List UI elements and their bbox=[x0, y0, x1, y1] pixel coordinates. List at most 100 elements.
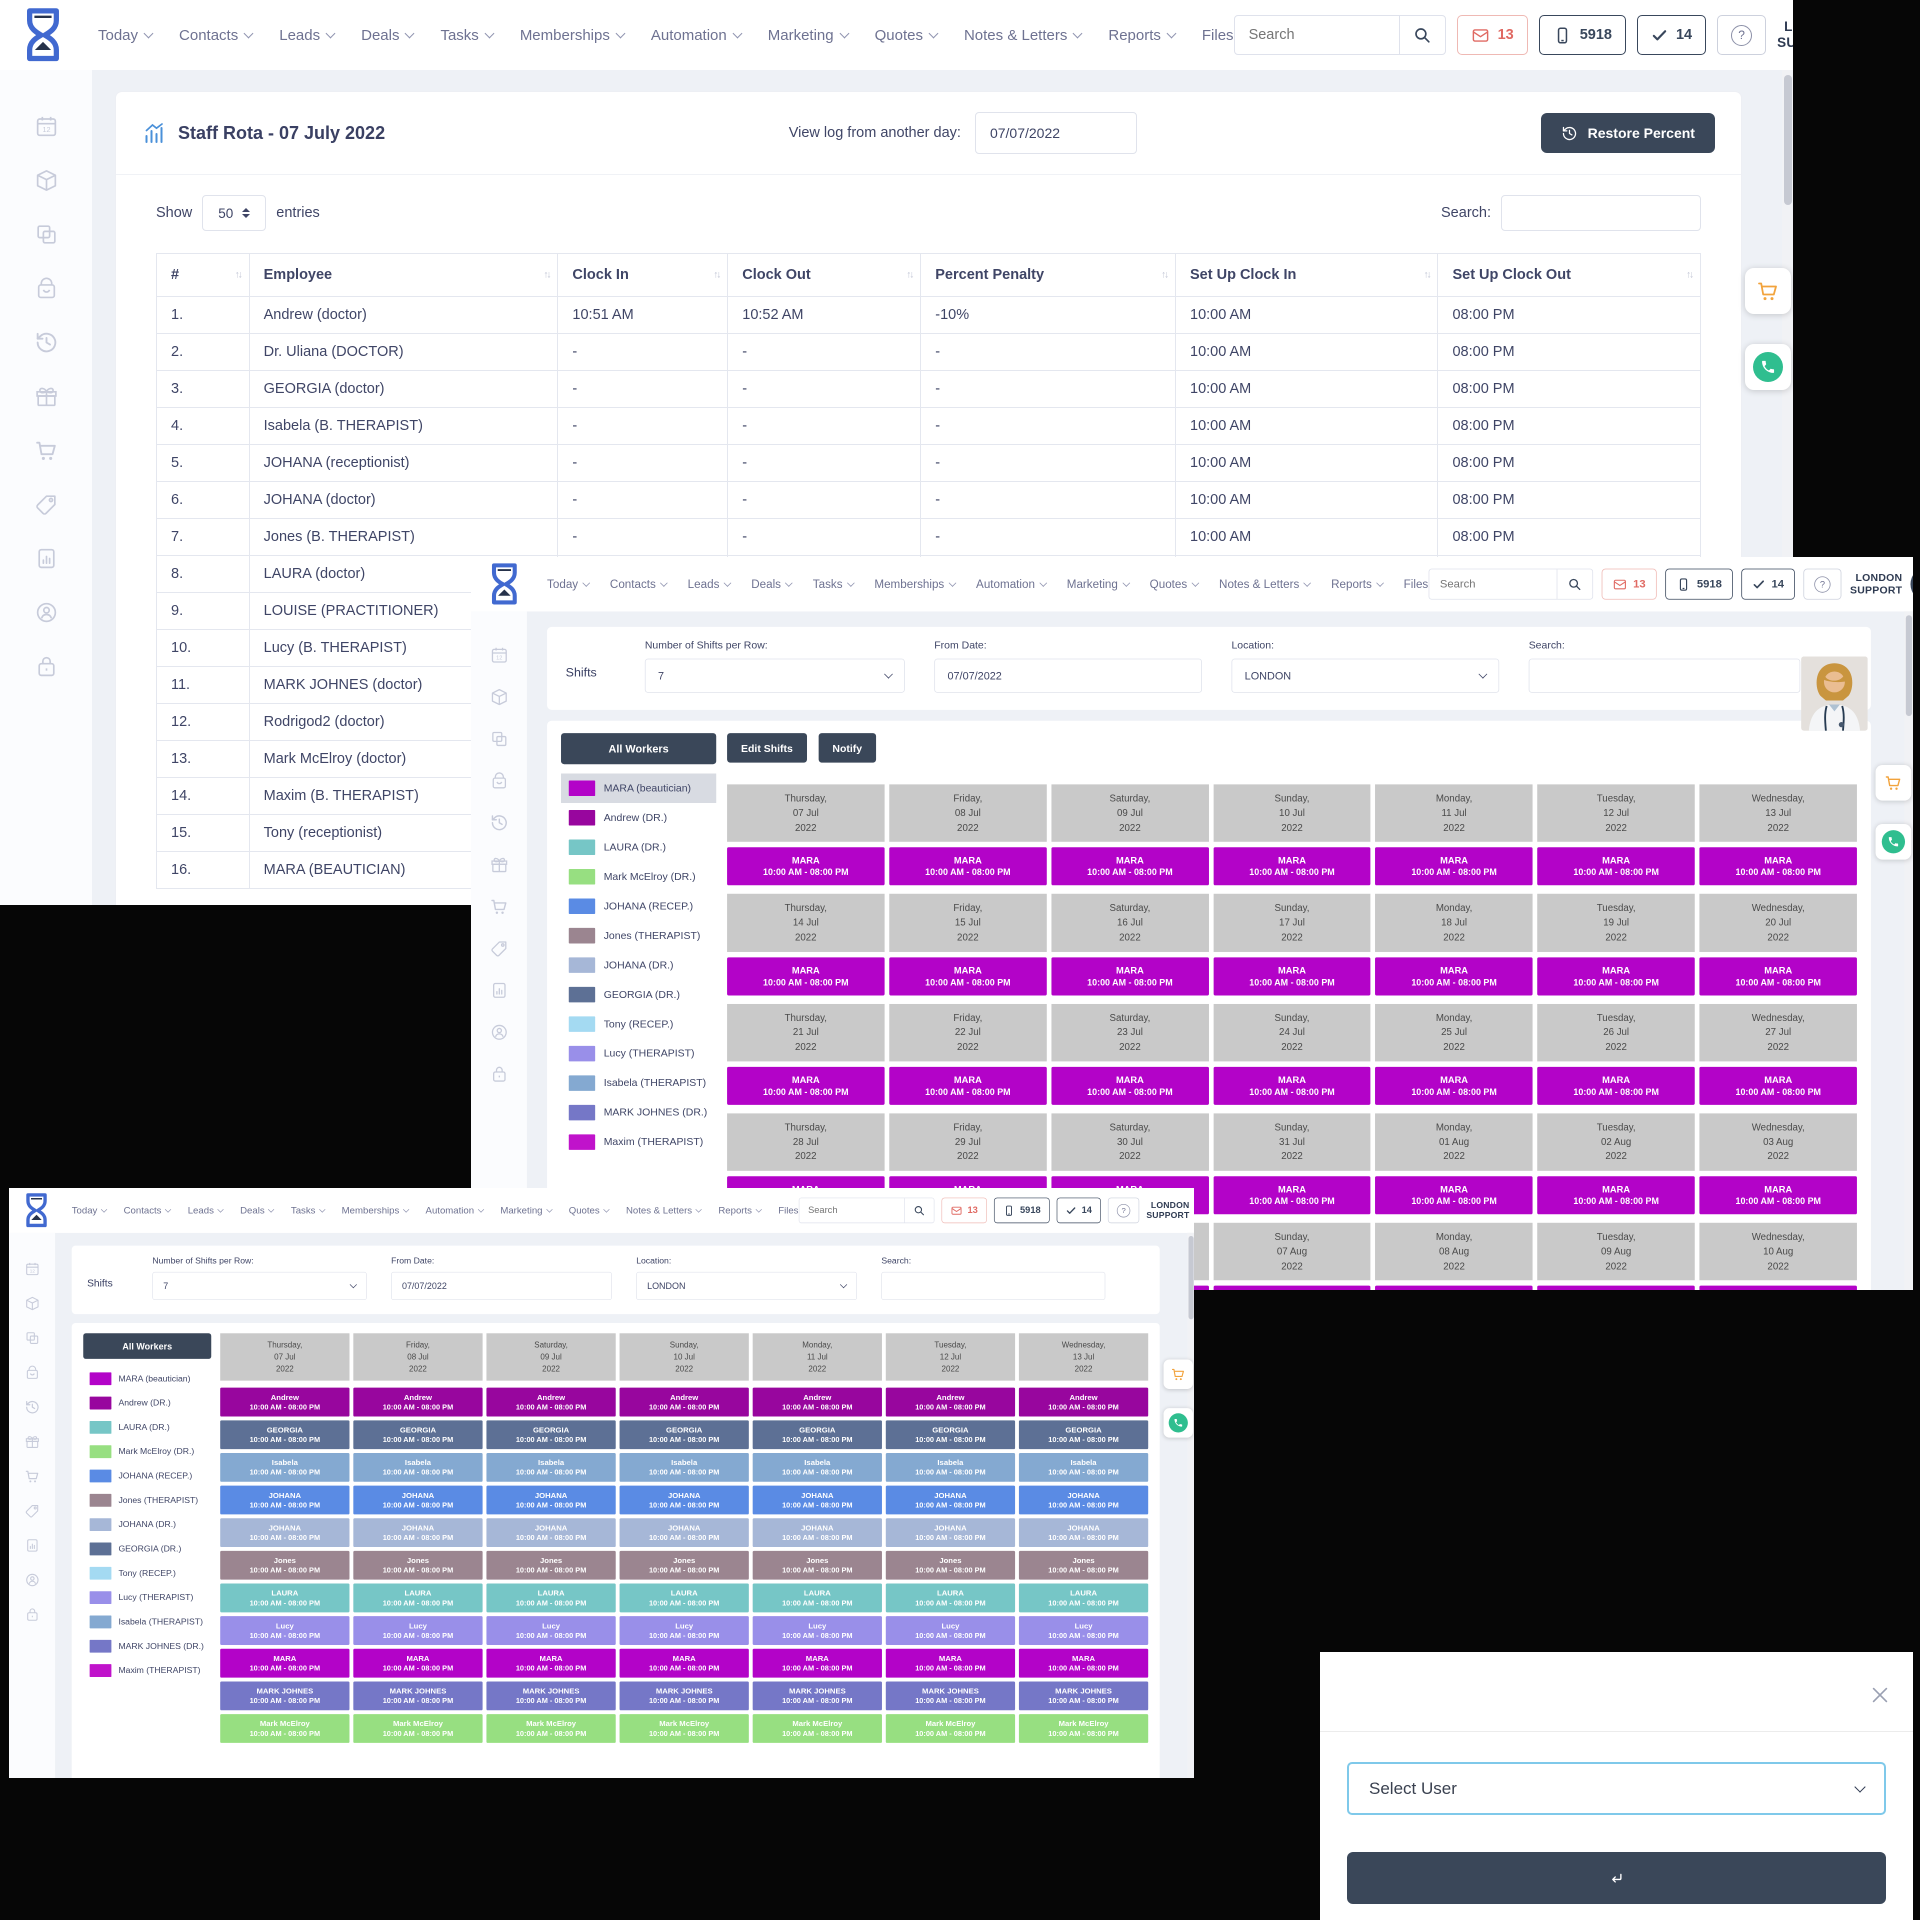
calendar-icon[interactable] bbox=[34, 114, 59, 139]
nav-menu-item[interactable]: Contacts bbox=[179, 27, 254, 44]
shift-block[interactable]: MARA 10:00 AM - 08:00 PM bbox=[1375, 1176, 1533, 1215]
nav-menu-item[interactable]: Tasks bbox=[291, 1205, 326, 1216]
lock-icon[interactable] bbox=[34, 654, 59, 679]
shift-block[interactable]: MARA 10:00 AM - 08:00 PM bbox=[1537, 847, 1695, 886]
all-workers-button[interactable]: All Workers bbox=[83, 1333, 212, 1359]
shift-block[interactable]: MARA 10:00 AM - 08:00 PM bbox=[353, 1648, 483, 1678]
location-select[interactable]: LONDON bbox=[636, 1271, 857, 1300]
nav-menu-item[interactable]: Contacts bbox=[124, 1205, 172, 1216]
phone-badge[interactable]: 5918 bbox=[1538, 15, 1626, 55]
shift-block[interactable]: MARA 10:00 AM - 08:00 PM bbox=[619, 1648, 749, 1678]
nav-menu-item[interactable]: Automation bbox=[651, 27, 743, 44]
shift-block[interactable]: Isabela 10:00 AM - 08:00 PM bbox=[486, 1453, 616, 1482]
col-clock-out[interactable]: Clock Out ↑↓ bbox=[727, 253, 922, 297]
shift-block[interactable]: MARA 10:00 AM - 08:00 PM bbox=[220, 1648, 350, 1678]
nav-menu-item[interactable]: Reports bbox=[718, 1205, 762, 1216]
nav-menu-item[interactable]: Today bbox=[72, 1205, 108, 1216]
nav-menu-item[interactable]: Marketing bbox=[500, 1205, 553, 1216]
shift-block[interactable]: GEORGIA 10:00 AM - 08:00 PM bbox=[353, 1420, 483, 1450]
shift-block[interactable]: MARA 10:00 AM - 08:00 PM bbox=[752, 1648, 882, 1678]
shift-block[interactable]: MARA 10:00 AM - 08:00 PM bbox=[1699, 847, 1857, 886]
nav-menu-item[interactable]: Quotes bbox=[1150, 578, 1200, 591]
nav-menu-item[interactable]: Leads bbox=[279, 27, 336, 44]
legend-item[interactable]: Isabela (THERAPIST) bbox=[561, 1068, 716, 1097]
nav-menu-item[interactable]: Automation bbox=[426, 1205, 484, 1216]
shift-block[interactable]: MARA 10:00 AM - 08:00 PM bbox=[1375, 847, 1533, 886]
nav-menu-item[interactable]: Marketing bbox=[768, 27, 850, 44]
tasks-badge[interactable]: 14 bbox=[1636, 15, 1707, 55]
shift-block[interactable]: MARA 10:00 AM - 08:00 PM bbox=[1375, 957, 1533, 996]
nav-menu-item[interactable]: Today bbox=[98, 27, 154, 44]
nav-menu-item[interactable]: Leads bbox=[188, 1205, 224, 1216]
shift-block[interactable]: MARA 10:00 AM - 08:00 PM bbox=[1051, 847, 1209, 886]
shift-block[interactable]: JOHANA 10:00 AM - 08:00 PM bbox=[619, 1485, 749, 1515]
cart-floating-button[interactable] bbox=[1163, 1359, 1193, 1389]
edit-shifts-button[interactable]: Edit Shifts bbox=[727, 733, 807, 763]
scrollbar-thumb[interactable] bbox=[1905, 615, 1912, 717]
shift-block[interactable]: MARA 10:00 AM - 08:00 PM bbox=[1699, 1176, 1857, 1215]
shift-block[interactable]: Jones 10:00 AM - 08:00 PM bbox=[353, 1551, 483, 1580]
legend-item[interactable]: Tony (RECEP.) bbox=[83, 1561, 211, 1585]
nav-menu-item[interactable]: Files bbox=[1404, 578, 1429, 591]
cart-icon[interactable] bbox=[489, 897, 508, 916]
shift-block[interactable]: MARA 10:00 AM - 08:00 PM bbox=[486, 1648, 616, 1678]
legend-item[interactable]: JOHANA (DR.) bbox=[561, 950, 716, 979]
history-icon[interactable] bbox=[34, 330, 59, 355]
report-icon[interactable] bbox=[34, 546, 59, 571]
shift-block[interactable]: Andrew 10:00 AM - 08:00 PM bbox=[486, 1387, 616, 1417]
cart-floating-button[interactable] bbox=[1875, 764, 1912, 801]
gift-icon[interactable] bbox=[34, 384, 59, 409]
shift-block[interactable]: MARK JOHNES 10:00 AM - 08:00 PM bbox=[486, 1681, 616, 1711]
tasks-badge[interactable]: 14 bbox=[1741, 568, 1795, 600]
shift-block[interactable]: MARA 10:00 AM - 08:00 PM bbox=[1699, 1285, 1857, 1290]
legend-item[interactable]: Mark McElroy (DR.) bbox=[83, 1440, 211, 1464]
shift-block[interactable]: MARA 10:00 AM - 08:00 PM bbox=[1537, 1176, 1695, 1215]
cart-icon[interactable] bbox=[34, 438, 59, 463]
shift-block[interactable]: MARA 10:00 AM - 08:00 PM bbox=[1537, 1285, 1695, 1290]
account-icon[interactable] bbox=[24, 1572, 40, 1588]
gift-icon[interactable] bbox=[489, 855, 508, 874]
nav-menu-item[interactable]: Memberships bbox=[874, 578, 957, 591]
legend-item[interactable]: Maxim (THERAPIST) bbox=[83, 1658, 211, 1682]
shift-block[interactable]: Andrew 10:00 AM - 08:00 PM bbox=[619, 1387, 749, 1417]
account-icon[interactable] bbox=[34, 600, 59, 625]
shift-block[interactable]: Isabela 10:00 AM - 08:00 PM bbox=[1018, 1453, 1149, 1482]
shift-block[interactable]: LAURA 10:00 AM - 08:00 PM bbox=[619, 1583, 749, 1613]
close-icon[interactable] bbox=[1869, 1684, 1891, 1706]
shift-block[interactable]: LAURA 10:00 AM - 08:00 PM bbox=[752, 1583, 882, 1613]
shift-block[interactable]: MARA 10:00 AM - 08:00 PM bbox=[1537, 957, 1695, 996]
scrollbar-thumb[interactable] bbox=[1783, 75, 1792, 205]
shift-block[interactable]: Lucy 10:00 AM - 08:00 PM bbox=[353, 1616, 483, 1646]
shift-block[interactable]: GEORGIA 10:00 AM - 08:00 PM bbox=[885, 1420, 1016, 1450]
cart-icon[interactable] bbox=[24, 1468, 40, 1484]
nav-menu-item[interactable]: Reports bbox=[1108, 27, 1177, 44]
basket-icon[interactable] bbox=[34, 276, 59, 301]
scrollbar-thumb[interactable] bbox=[1188, 1236, 1194, 1320]
shift-block[interactable]: MARA 10:00 AM - 08:00 PM bbox=[1213, 1176, 1371, 1215]
nav-menu-item[interactable]: Files bbox=[778, 1205, 798, 1216]
per-row-select[interactable]: 7 bbox=[644, 658, 905, 693]
col-setup-clock-out[interactable]: Set Up Clock Out ↑↓ bbox=[1437, 253, 1701, 297]
shift-block[interactable]: MARA 10:00 AM - 08:00 PM bbox=[1699, 957, 1857, 996]
shift-block[interactable]: MARA 10:00 AM - 08:00 PM bbox=[1213, 1285, 1371, 1290]
legend-item[interactable]: MARK JOHNES (DR.) bbox=[561, 1098, 716, 1127]
phone-floating-button[interactable] bbox=[1745, 344, 1791, 390]
shift-block[interactable]: Mark McElroy 10:00 AM - 08:00 PM bbox=[619, 1714, 749, 1744]
scrollbar[interactable] bbox=[1187, 1232, 1194, 1778]
shift-block[interactable]: Isabela 10:00 AM - 08:00 PM bbox=[752, 1453, 882, 1482]
shift-block[interactable]: JOHANA 10:00 AM - 08:00 PM bbox=[885, 1518, 1016, 1548]
table-row[interactable]: 6. JOHANA (doctor) - - - 10:00 AM 08:00 … bbox=[156, 481, 1701, 519]
shift-block[interactable]: LAURA 10:00 AM - 08:00 PM bbox=[1018, 1583, 1149, 1613]
nav-menu-item[interactable]: Tasks bbox=[440, 27, 495, 44]
shift-block[interactable]: Andrew 10:00 AM - 08:00 PM bbox=[752, 1387, 882, 1417]
gift-icon[interactable] bbox=[24, 1434, 40, 1450]
nav-menu-item[interactable]: Memberships bbox=[342, 1205, 410, 1216]
shift-block[interactable]: JOHANA 10:00 AM - 08:00 PM bbox=[1018, 1485, 1149, 1515]
shift-block[interactable]: Mark McElroy 10:00 AM - 08:00 PM bbox=[220, 1714, 350, 1744]
shift-block[interactable]: JOHANA 10:00 AM - 08:00 PM bbox=[619, 1518, 749, 1548]
modal-submit-button[interactable] bbox=[1347, 1852, 1886, 1904]
search-input[interactable] bbox=[799, 1198, 905, 1223]
shift-block[interactable]: JOHANA 10:00 AM - 08:00 PM bbox=[353, 1518, 483, 1548]
basket-icon[interactable] bbox=[24, 1365, 40, 1381]
history-icon[interactable] bbox=[24, 1399, 40, 1415]
